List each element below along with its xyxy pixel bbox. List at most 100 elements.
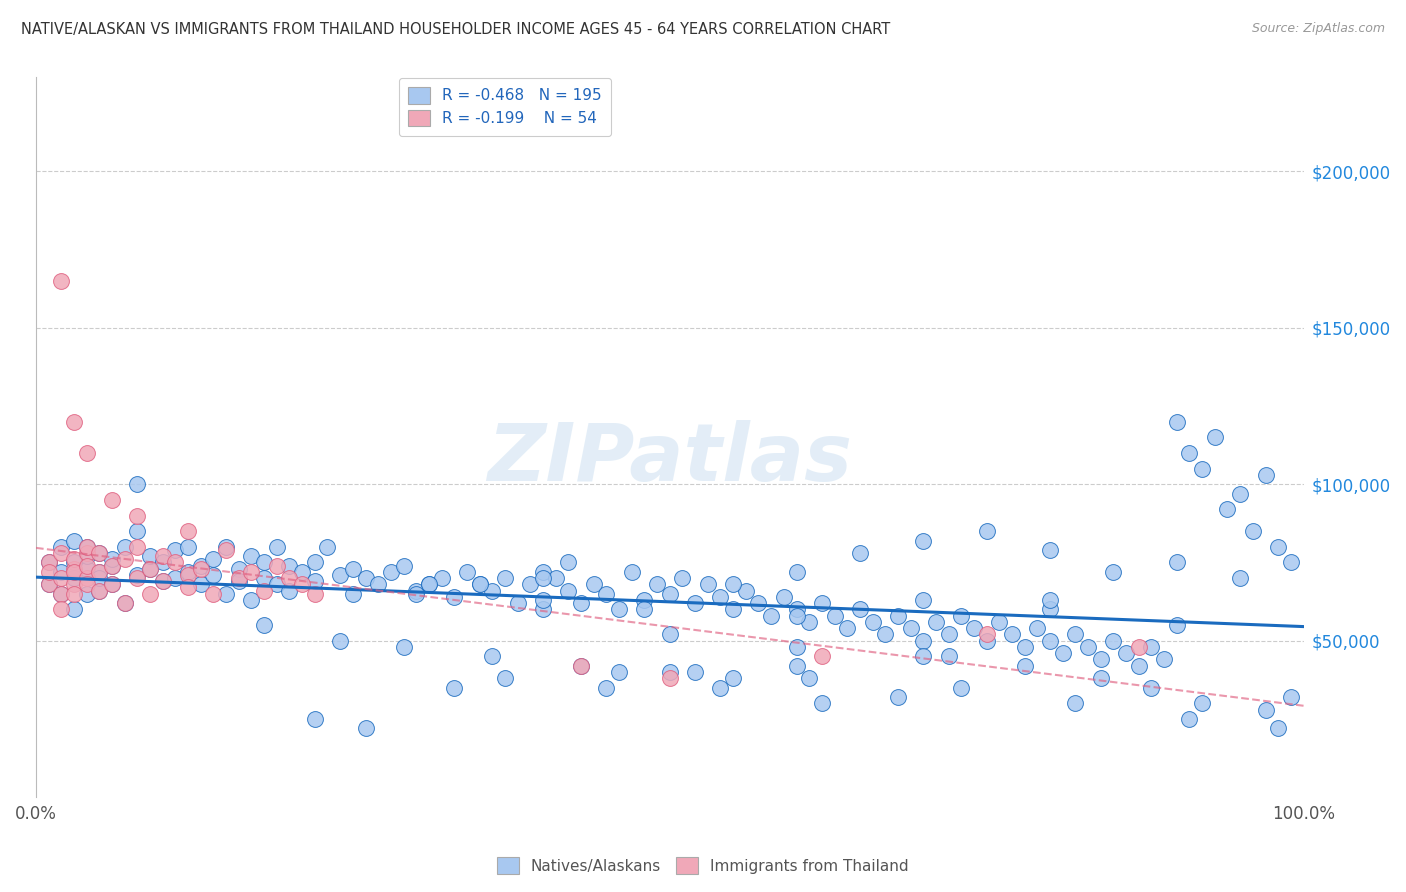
Point [101,577,124,591]
Point [443,590,465,604]
Point [557,583,579,598]
Point [786,658,808,673]
Point [658,587,681,601]
Point [202,568,225,582]
Point [316,540,339,554]
Point [291,565,314,579]
Point [63,552,86,566]
Point [734,583,756,598]
Point [494,671,516,685]
Point [1267,540,1289,554]
Point [114,596,136,610]
Point [89,583,111,598]
Point [759,608,782,623]
Point [468,577,491,591]
Point [405,587,427,601]
Point [253,583,276,598]
Legend: R = -0.468   N = 195, R = -0.199    N = 54: R = -0.468 N = 195, R = -0.199 N = 54 [399,78,610,136]
Point [101,558,124,573]
Point [139,587,162,601]
Point [304,587,326,601]
Point [569,658,592,673]
Point [696,577,718,591]
Point [1001,627,1024,641]
Point [139,549,162,564]
Point [367,577,389,591]
Point [607,665,630,679]
Point [177,565,200,579]
Point [595,681,617,695]
Point [683,665,706,679]
Point [1090,671,1112,685]
Point [177,524,200,538]
Point [468,577,491,591]
Point [430,571,453,585]
Point [938,627,960,641]
Point [63,587,86,601]
Point [76,562,98,576]
Point [799,671,821,685]
Point [824,608,846,623]
Point [1064,696,1087,710]
Point [329,633,352,648]
Point [139,562,162,576]
Point [721,671,744,685]
Point [278,583,301,598]
Point [1014,640,1036,654]
Point [1241,524,1264,538]
Point [177,540,200,554]
Point [531,571,554,585]
Point [595,587,617,601]
Point [228,571,250,585]
Point [304,712,326,726]
Point [51,587,73,601]
Point [127,571,149,585]
Point [89,565,111,579]
Point [63,533,86,548]
Point [1140,640,1163,654]
Point [304,574,326,589]
Point [976,633,998,648]
Point [1039,633,1062,648]
Point [557,556,579,570]
Point [278,558,301,573]
Point [544,571,567,585]
Point [405,583,427,598]
Point [165,543,187,558]
Point [177,568,200,582]
Point [380,565,402,579]
Point [63,562,86,576]
Point [988,615,1011,629]
Point [658,671,681,685]
Point [152,556,174,570]
Point [89,546,111,560]
Point [89,565,111,579]
Point [127,508,149,523]
Point [569,658,592,673]
Point [633,593,655,607]
Point [1254,702,1277,716]
Point [912,533,935,548]
Point [786,565,808,579]
Point [240,549,263,564]
Point [1216,502,1239,516]
Point [38,556,60,570]
Point [950,681,973,695]
Point [1267,721,1289,735]
Point [202,587,225,601]
Point [63,565,86,579]
Point [63,415,86,429]
Point [392,640,415,654]
Point [76,540,98,554]
Point [506,596,529,610]
Point [875,627,897,641]
Point [418,577,440,591]
Point [51,602,73,616]
Point [1178,446,1201,460]
Point [1128,658,1150,673]
Point [114,540,136,554]
Point [1204,430,1226,444]
Text: ZIPatlas: ZIPatlas [488,420,852,498]
Point [1279,556,1302,570]
Point [481,649,503,664]
